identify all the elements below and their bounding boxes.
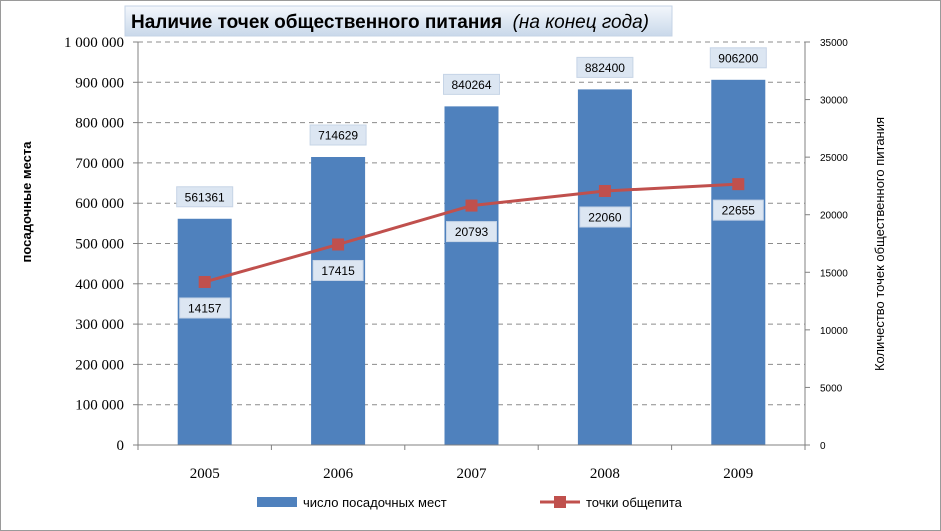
- line-point: [598, 184, 611, 197]
- line-label-box: [712, 199, 764, 221]
- y-axis-title: посадочные места: [19, 141, 34, 263]
- x-tick-label: 2006: [323, 466, 354, 482]
- line-point: [732, 178, 745, 191]
- y-tick-label: 800 000: [75, 116, 124, 132]
- x-tick-label: 2008: [590, 466, 620, 482]
- y-tick-label: 500 000: [75, 237, 124, 253]
- y2-tick-label: 30000: [820, 96, 848, 107]
- bar-data-label: 714629: [318, 129, 358, 143]
- y2-tick-label: 20000: [820, 211, 848, 222]
- chart-title: Наличие точек общественного питания: [131, 12, 502, 33]
- line-label-box: [179, 297, 231, 319]
- data-labels: 561361 714629 840264 882400 906200 14157 17415…: [176, 47, 767, 319]
- line-label-box: [579, 206, 631, 228]
- x-tick-label: 2007: [457, 466, 488, 482]
- bar: [711, 79, 766, 446]
- axes: 0 100 000 200 000 300 000 400 000 500 000 600 …: [64, 35, 848, 482]
- bar-label-box: [443, 73, 500, 95]
- legend: число посадочных мест точки общепита: [257, 495, 683, 510]
- legend-bar-swatch: [257, 497, 297, 507]
- bar-data-label: 561361: [185, 190, 225, 204]
- chart-subtitle: (на конец года): [513, 12, 649, 33]
- y2-tick-label: 35000: [820, 38, 848, 49]
- y2-tick-label: 5000: [820, 383, 843, 394]
- y-tick-label: 700 000: [75, 156, 124, 172]
- y2-tick-label: 0: [820, 441, 826, 452]
- legend-item-bars: число посадочных мест: [303, 495, 447, 510]
- line-data-label: 22060: [588, 210, 622, 224]
- bar: [444, 106, 499, 446]
- y2-axis-title: Количество точек общественного питания: [872, 117, 887, 371]
- line-data-label: 20793: [455, 225, 489, 239]
- bar-label-box: [309, 124, 367, 146]
- line-point: [465, 199, 478, 212]
- line-data-label: 14157: [188, 301, 222, 315]
- x-tick-label: 2009: [723, 466, 753, 482]
- bar-label-box: [576, 56, 634, 78]
- line-label-box: [312, 259, 364, 281]
- y-tick-label: 0: [117, 438, 125, 454]
- y-tick-label: 900 000: [75, 75, 124, 91]
- bar-label-box: [709, 47, 767, 69]
- bar-data-label: 882400: [585, 61, 625, 75]
- line-series: [198, 178, 745, 288]
- line-data-label: 22655: [722, 204, 756, 218]
- line-data-label: 17415: [321, 264, 355, 278]
- line-label-box: [446, 221, 497, 243]
- svg-text:Наличие точек общественного пи: Наличие точек общественного питания (на …: [131, 12, 649, 33]
- bar-data-label: 906200: [718, 51, 758, 65]
- y-tick-label: 300 000: [75, 317, 124, 333]
- y-tick-label: 600 000: [75, 196, 124, 212]
- y-tick-label: 100 000: [75, 398, 124, 414]
- legend-line-marker: [554, 496, 566, 508]
- y-tick-label: 1 000 000: [64, 35, 124, 51]
- line-point: [198, 275, 211, 288]
- bar-series: [177, 79, 766, 446]
- y-tick-label: 400 000: [75, 277, 124, 293]
- legend-item-line: точки общепита: [586, 495, 683, 510]
- bar-data-label: 840264: [451, 78, 491, 92]
- bar-label-box: [176, 186, 234, 208]
- y-tick-label: 200 000: [75, 357, 124, 373]
- x-tick-label: 2005: [190, 466, 220, 482]
- y2-tick-label: 10000: [820, 326, 848, 337]
- bar: [311, 157, 366, 445]
- title-box: [124, 5, 673, 37]
- bar: [577, 89, 632, 446]
- y2-tick-label: 25000: [820, 153, 848, 164]
- bar: [177, 218, 232, 445]
- line-point: [332, 238, 345, 251]
- y2-tick-label: 15000: [820, 268, 848, 279]
